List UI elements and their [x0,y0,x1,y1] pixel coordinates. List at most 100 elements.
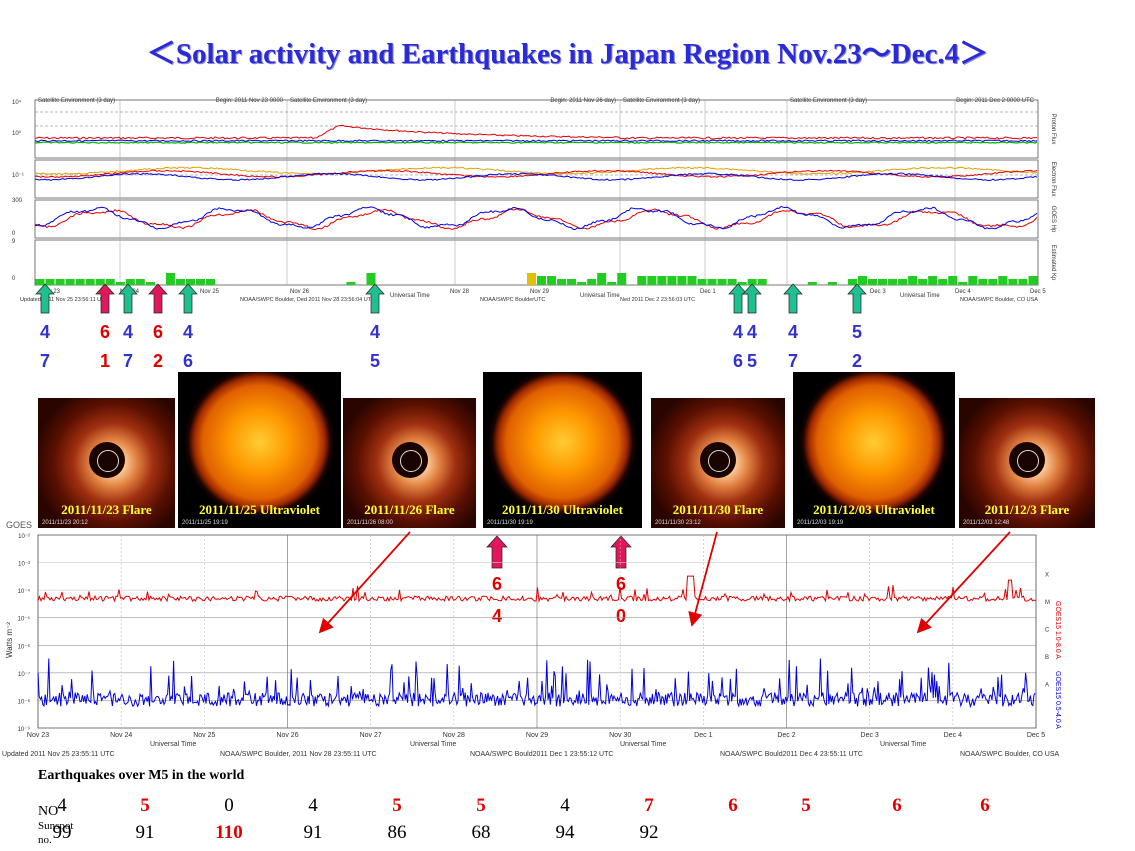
quake-arrow [610,535,632,569]
footer-text: NOAA/SWPC Boulder, CO USA [960,297,1038,303]
kp-bar [125,279,135,285]
panel-header-left: Satellite Environment (3 day) [38,98,115,104]
y-tick: 300 [12,198,23,204]
quake-arrow [118,283,138,314]
panel-frame [34,159,1039,199]
date-tick: Dec 1 [700,289,716,295]
kp-bar [707,279,717,285]
sun-outline [708,450,730,473]
quake-digit: 4 [747,322,757,342]
panel-header-left: Satellite Environment (3 day) [790,98,867,104]
kp-bar [135,279,145,285]
quake-arrow [35,283,55,314]
panel-side-label: Proton Flux [1050,114,1056,145]
kp-bar [597,273,607,285]
quake-arrow [728,283,748,314]
axis-title: Universal Time [410,741,456,748]
earthquakes-title: Earthquakes over M5 in the world [38,768,245,783]
quake-arrow [95,283,115,314]
image-caption: 2011/11/23 Flare [61,502,152,517]
kp-bar [747,279,757,285]
coronagraph-flare-image: 2011/12/03 12:48 2011/12/3 Flare [959,398,1095,528]
quake-digit: 5 [852,322,862,342]
kp-bar [1008,279,1018,285]
footer-text: Updated 2011 Nov 25 23:56:11 UTC [20,297,108,303]
date-tick: Nov 28 [443,732,465,739]
quake-digit: 7 [788,351,798,371]
goes-label: GOES [6,520,32,530]
page-title: ＜Solar activity and Earthquakes in Japan… [146,38,989,70]
quake-digit: 4 [183,322,193,342]
date-tick: Dec 4 [955,289,971,295]
y-axis-label: Watts m⁻² [5,622,14,658]
sun-outline [96,450,119,473]
kp-bar [95,279,105,285]
goes-xray-flux-chart: GOES 10⁻² 10⁻³ 10⁻⁴ 10⁻⁵ 10⁻⁶ 10⁻⁷ 10⁻⁸ 10⁻⁹ Watt… [2,520,1061,758]
y-tick: 10⁻¹ [12,173,24,179]
kp-bar [577,282,587,285]
kp-bar [165,273,175,285]
quake-count-cell: 7 [644,795,654,816]
flare-class-letter: C [1045,628,1050,634]
quake-count-cell: 5 [801,795,811,816]
date-tick: Nov 29 [530,289,550,295]
quake-count-cell: 6 [892,795,902,816]
footer-text: NOAA/SWPC Bould2011 Dec 4 23:55:11 UTC [720,751,863,758]
date-tick: Nov 25 [193,732,215,739]
kp-bar [85,279,95,285]
date-tick: Nov 23 [27,732,49,739]
sunspot-count-cell: 99 [52,822,72,843]
date-tick: Nov 29 [526,732,548,739]
quake-digit: 2 [153,351,163,371]
panel-frame [34,239,1039,286]
flare-class-letter: M [1045,600,1050,606]
y-tick: 10⁻⁸ [18,698,31,705]
quake-count-cell: 5 [476,795,486,816]
quake-arrow [178,283,198,314]
coronagraph-flare-image: 2011/11/26 08:00 2011/11/26 Flare [343,398,476,528]
series-label-red: GOES15 1.0-8.0 A [1054,601,1061,659]
sunspot-count-cell: 110 [215,822,243,843]
quake-digit: 4 [733,322,743,342]
image-timestamp: 2011/11/23 20:12 [42,520,88,526]
kp-bar [617,273,627,285]
kp-bar [968,276,978,285]
date-tick: Nov 28 [450,289,470,295]
kp-bar [1028,276,1038,285]
kp-bar [857,276,867,285]
ultraviolet-sun-image: 2011/11/30 19:19 2011/11/30 Ultraviolet [483,372,642,528]
footer-text: NOAA/SWPC Boulder, CO USA [960,751,1060,758]
quake-digit: 7 [40,351,50,371]
image-caption: 2011/11/30 Flare [672,502,764,517]
kp-bar [1018,279,1028,285]
quake-arrow [365,283,385,314]
date-tick: Nov 26 [276,732,298,739]
satellite-environment-chart: Satellite Environment (3 day) Begin: 2011… [12,98,1056,303]
kp-bar [547,276,557,285]
kp-bar [35,279,45,285]
date-tick: Dec 1 [694,732,712,739]
kp-bar [195,279,206,285]
kp-bar [978,279,988,285]
y-tick: 10⁻⁵ [18,616,31,623]
date-tick: Nov 26 [290,289,310,295]
date-tick: Dec 4 [944,732,962,739]
flare-class-letter: B [1045,655,1049,661]
footer-text: Updated 2011 Nov 25 23:55:11 UTC [2,751,115,758]
kp-bar [667,276,677,285]
image-timestamp: 2011/12/03 12:48 [963,520,1010,526]
sunspot-count-cell: 91 [135,822,155,843]
proton-red-line [34,124,1038,140]
quake-arrow [847,283,867,314]
quake-digit: 4 [123,322,133,342]
quake-count-cell: 4 [308,795,318,816]
date-tick: Dec 5 [1027,732,1045,739]
kp-bar [938,279,948,285]
axis-title: Universal Time [880,741,926,748]
kp-bar [526,273,536,285]
date-tick: Dec 2 [777,732,795,739]
earthquake-markers-red: 6 4 6 0 [486,535,632,626]
quake-digit: 6 [153,322,163,342]
quake-digit: 6 [492,574,502,594]
kp-bar [637,276,647,285]
